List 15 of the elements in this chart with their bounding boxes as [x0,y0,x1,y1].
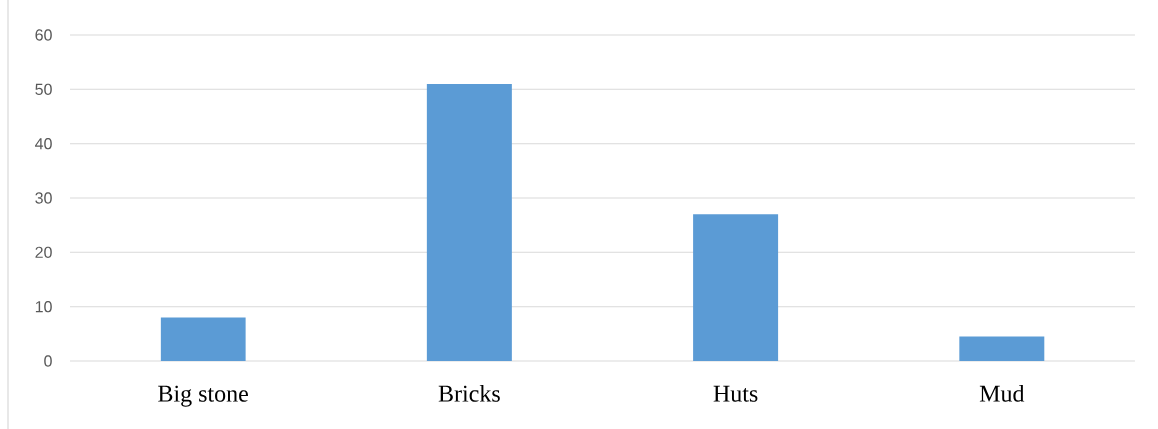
y-tick-label: 20 [35,246,52,258]
bar [959,336,1045,361]
bar [160,317,246,361]
y-tick-label: 40 [35,138,52,150]
bar [426,83,512,361]
y-tick-label: 0 [44,355,52,367]
bar [693,214,779,361]
y-tick-label: 30 [35,192,52,204]
y-tick-label: 60 [35,29,52,41]
x-tick-label: Big stone [158,385,248,407]
x-tick-label: Mud [979,384,1025,402]
x-tick-label: Huts [713,385,758,402]
y-tick-label: 10 [35,301,52,313]
y-tick-label: 50 [35,83,52,95]
x-tick-label: Bricks [438,384,500,402]
